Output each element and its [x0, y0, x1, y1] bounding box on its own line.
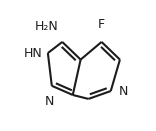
- Text: N: N: [44, 95, 54, 108]
- Text: F: F: [98, 18, 105, 31]
- Text: N: N: [119, 84, 128, 98]
- Text: H₂N: H₂N: [35, 20, 58, 33]
- Text: HN: HN: [24, 47, 43, 60]
